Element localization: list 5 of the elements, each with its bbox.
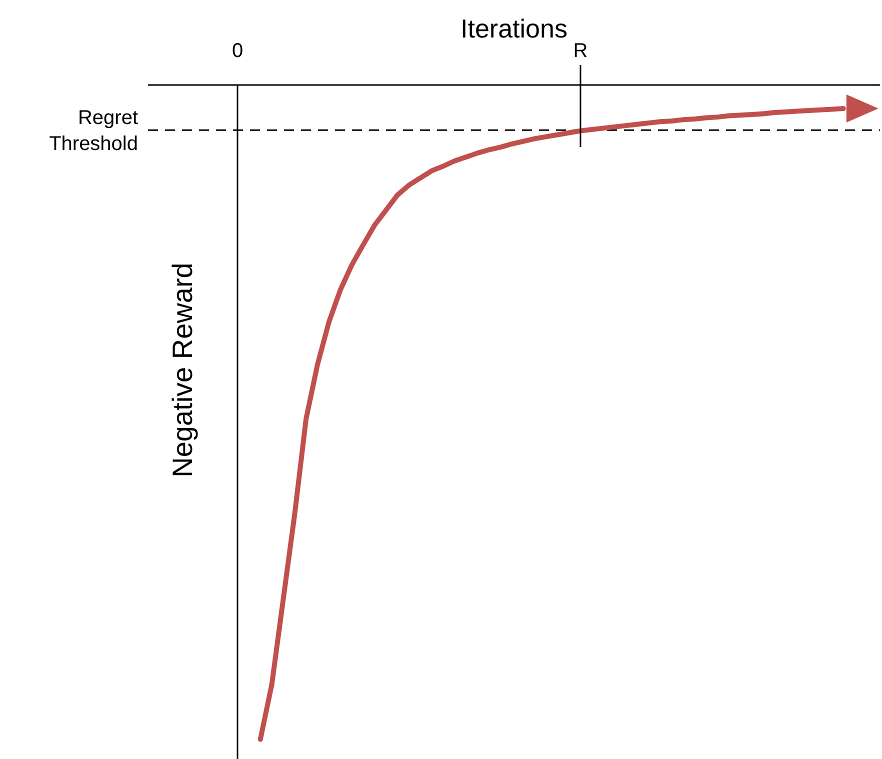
x-axis-title: Iterations bbox=[460, 13, 568, 44]
x-tick-label: R bbox=[573, 40, 588, 62]
x-tick-label: 0 bbox=[232, 40, 244, 62]
ref-line-label: Regret Threshold bbox=[49, 107, 138, 156]
y-axis-title: Negative Reward bbox=[167, 262, 199, 478]
